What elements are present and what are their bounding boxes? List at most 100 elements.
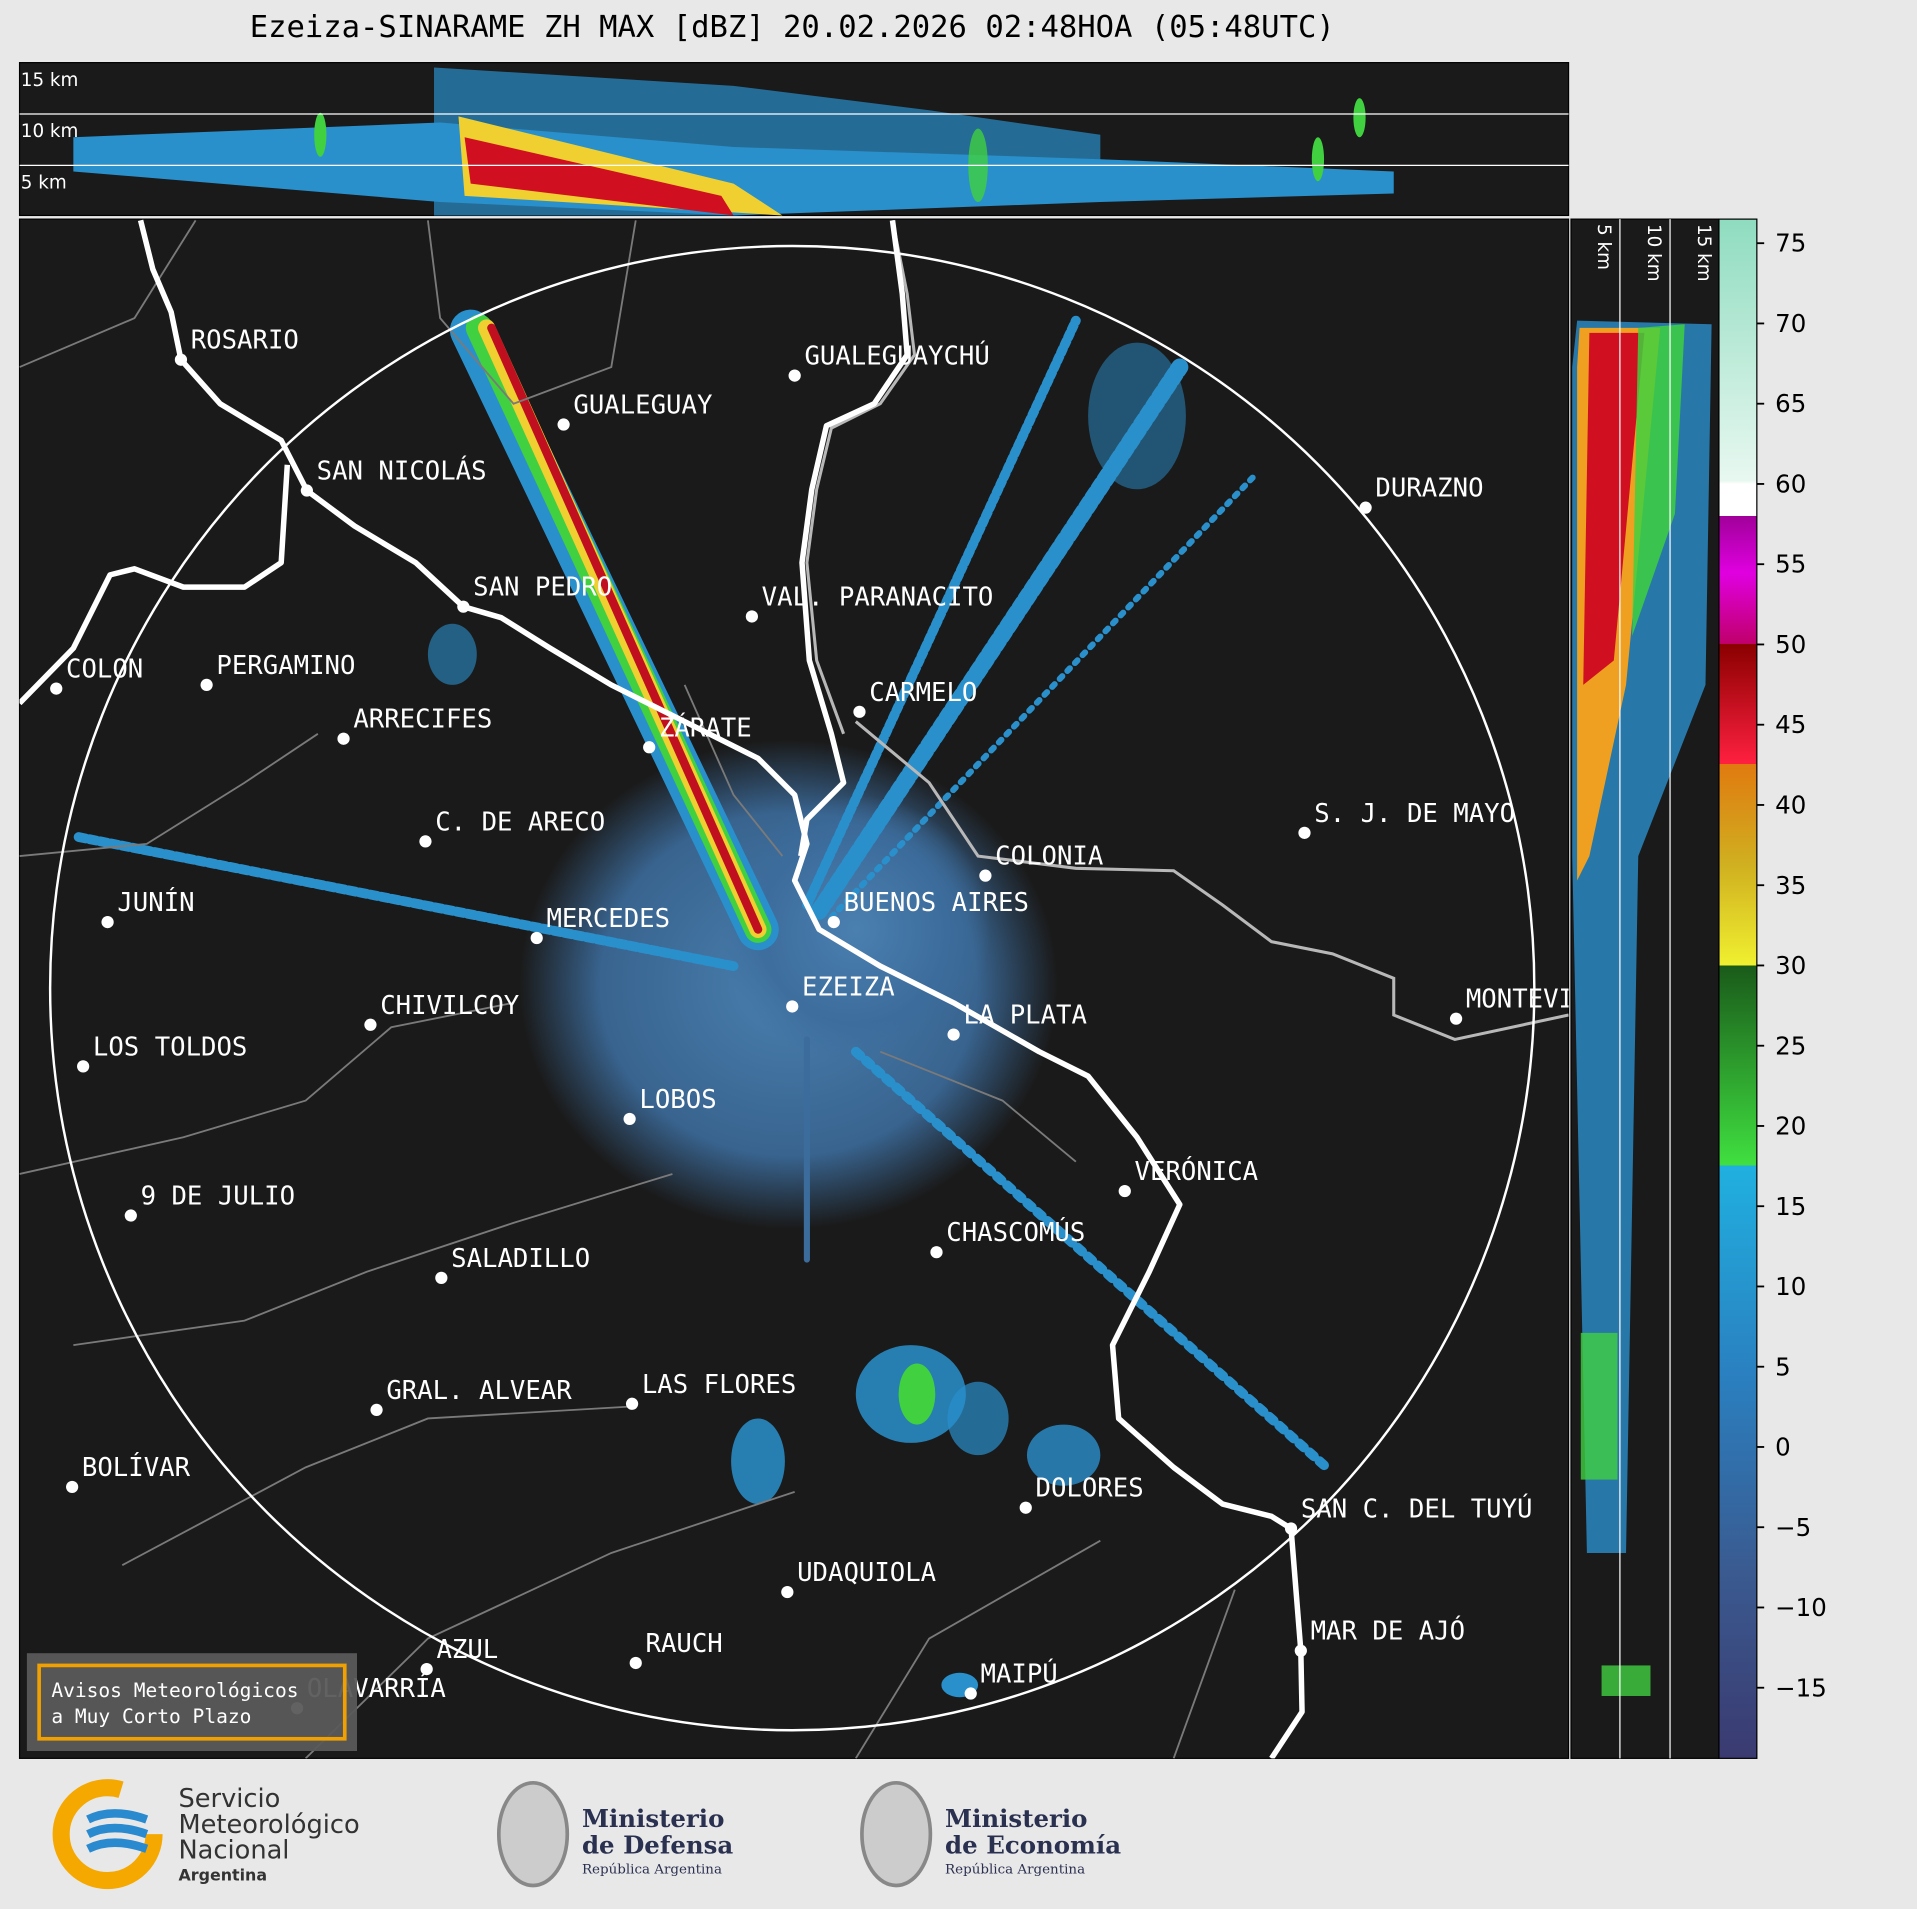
place-label: EZEIZA xyxy=(802,972,895,1002)
place-dot xyxy=(1118,1184,1131,1198)
place-label: DOLORES xyxy=(1036,1474,1144,1504)
place-label: MAIPÚ xyxy=(981,1658,1058,1690)
place-dot xyxy=(788,369,801,382)
shield xyxy=(860,1780,933,1888)
height-label: 5 km xyxy=(21,173,67,194)
place-dot xyxy=(745,610,758,623)
place-label: CHASCOMÚS xyxy=(946,1216,1085,1248)
place-dot xyxy=(629,1656,642,1670)
place-label: VERÓNICA xyxy=(1135,1155,1259,1187)
colorbar-tick-label: 70 xyxy=(1775,309,1806,338)
colorbar-tick-label: −5 xyxy=(1775,1513,1811,1542)
place-dot xyxy=(50,682,63,695)
place-dot xyxy=(623,1112,636,1126)
place-dot xyxy=(964,1687,977,1700)
place-label: SAN PEDRO xyxy=(473,573,612,603)
place-dot xyxy=(1449,1012,1463,1025)
smn-waves xyxy=(86,1809,149,1853)
place-label: COLON xyxy=(66,655,143,685)
place-dot xyxy=(781,1585,794,1599)
place-label: MERCEDES xyxy=(546,904,670,934)
title: Ezeiza-SINARAME ZH MAX [dBZ] 20.02.2026 … xyxy=(250,10,1335,45)
ministry-text: Ministerio xyxy=(582,1804,724,1833)
height-label: 15 km xyxy=(21,70,79,91)
place-label: JUNÍN xyxy=(117,886,194,918)
place-label: BUENOS AIRES xyxy=(844,888,1029,918)
warning-box[interactable] xyxy=(26,1653,357,1752)
echo-clusters xyxy=(427,342,1186,1698)
footer: Servicio Meteorológico Nacional Argentin… xyxy=(52,1779,1121,1890)
ministry-text: de Defensa xyxy=(582,1831,733,1860)
place-dot xyxy=(174,353,188,366)
smn-text: Meteorológico xyxy=(178,1810,359,1840)
height-label: 5 km xyxy=(1593,224,1614,270)
smn-text: Nacional xyxy=(178,1836,289,1866)
shield xyxy=(496,1780,570,1888)
place-dot xyxy=(930,1246,943,1259)
place-dot xyxy=(200,678,213,692)
place-dot xyxy=(1359,501,1372,514)
place-dot xyxy=(420,1662,433,1676)
place-dot xyxy=(77,1060,90,1073)
place-dot xyxy=(101,915,114,929)
place-dot xyxy=(1294,1644,1307,1657)
colorbar xyxy=(1718,218,1758,1759)
place-label: CHIVILCOY xyxy=(380,991,519,1021)
place-dot xyxy=(853,705,866,718)
place-dot xyxy=(557,418,570,431)
coastline xyxy=(19,219,1305,1759)
place-dot xyxy=(419,835,432,848)
place-dot xyxy=(827,915,840,929)
place-dot xyxy=(979,869,992,882)
place-dot xyxy=(1298,826,1311,839)
place-label: MAR DE AJÓ xyxy=(1311,1615,1465,1647)
place-label: MONTEVIDEO xyxy=(1466,985,1620,1015)
place-dot xyxy=(370,1403,383,1417)
place-dot xyxy=(457,600,470,613)
place-dot xyxy=(530,931,543,945)
place-dot xyxy=(643,741,656,754)
place-label: PERGAMINO xyxy=(216,651,355,681)
place-label: GUALEGUAY xyxy=(573,391,712,421)
colorbar-tick-label: 5 xyxy=(1775,1352,1791,1381)
place-label: LAS FLORES xyxy=(642,1370,796,1400)
colorbar-tick-label: −15 xyxy=(1775,1673,1827,1702)
place-label: SAN NICOLÁS xyxy=(317,455,487,487)
colorbar-tick-label: 45 xyxy=(1775,710,1806,739)
ministry-text: Ministerio xyxy=(945,1804,1087,1833)
side-echoes xyxy=(1572,320,1712,1696)
place-dot xyxy=(337,732,350,745)
place-dot xyxy=(435,1271,448,1284)
smn-text: Argentina xyxy=(178,1866,267,1885)
colorbar-tick-label: 30 xyxy=(1775,951,1806,980)
range-ring xyxy=(48,244,1536,1732)
height-label: 15 km xyxy=(1693,224,1714,282)
smn-text: Servicio xyxy=(178,1784,280,1814)
place-label: SALADILLO xyxy=(451,1244,590,1274)
place-dot xyxy=(300,484,313,497)
warning-text: a Muy Corto Plazo xyxy=(51,1705,251,1728)
map-layer xyxy=(19,219,1569,1759)
place-label: GUALEGUAYCHÚ xyxy=(804,340,989,372)
ministry-text: República Argentina xyxy=(582,1862,722,1877)
smn-logo xyxy=(52,1779,163,1890)
place-label: CARMELO xyxy=(869,678,977,708)
colorbar-tick-label: 35 xyxy=(1775,871,1806,900)
place-dot xyxy=(947,1028,960,1041)
place-label: RAUCH xyxy=(646,1629,723,1659)
echo xyxy=(721,794,991,1064)
ministry-text: de Economía xyxy=(945,1831,1121,1860)
height-label: 10 km xyxy=(21,121,79,142)
coastline-uruguay xyxy=(805,220,1569,1042)
place-label: VAL. PARANACITO xyxy=(762,582,994,612)
place-dot xyxy=(1019,1501,1032,1514)
warning-text: Avisos Meteorológicos xyxy=(51,1679,298,1702)
colorbar-tick-label: 65 xyxy=(1775,389,1806,418)
place-label: COLONIA xyxy=(995,842,1103,872)
colorbar-tick-label: 60 xyxy=(1775,470,1806,499)
place-label: LOBOS xyxy=(639,1085,716,1115)
colorbar-tick-label: −10 xyxy=(1775,1593,1827,1622)
colorbar-tick-label: 10 xyxy=(1775,1272,1806,1301)
